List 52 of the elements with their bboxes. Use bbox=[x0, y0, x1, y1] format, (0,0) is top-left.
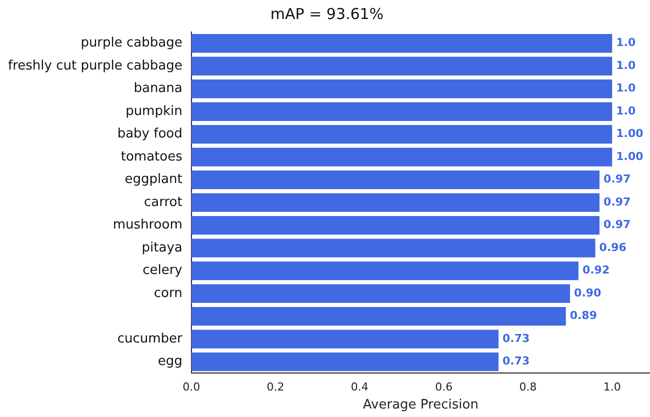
y-tick-label: corn bbox=[154, 286, 182, 301]
y-tick-label: egg bbox=[158, 354, 182, 370]
x-axis-title: Average Precision bbox=[362, 398, 478, 413]
data-label: 1.0 bbox=[616, 104, 636, 118]
bar bbox=[191, 80, 612, 98]
chart-title: mAP = 93.61% bbox=[270, 4, 384, 23]
data-label: 1.00 bbox=[616, 150, 644, 163]
x-tick-label: 0.2 bbox=[266, 380, 284, 394]
data-label: 0.89 bbox=[570, 309, 597, 322]
bar bbox=[191, 170, 600, 190]
y-tick-label: eggplant bbox=[124, 172, 182, 188]
data-label: 1.0 bbox=[616, 82, 636, 95]
data-label: 1.0 bbox=[616, 36, 636, 50]
y-tick-label: pumpkin bbox=[126, 104, 182, 119]
y-tick-label: cucumber bbox=[117, 331, 184, 346]
bar bbox=[191, 307, 566, 326]
bar bbox=[191, 56, 612, 76]
y-tick-label: baby food bbox=[117, 126, 182, 142]
bar bbox=[191, 284, 570, 303]
bar bbox=[191, 125, 612, 144]
bar bbox=[191, 34, 612, 53]
y-tick-label: tomatoes bbox=[120, 149, 183, 164]
y-tick-label: purple cabbage bbox=[80, 36, 182, 51]
y-tick-label: celery bbox=[142, 263, 183, 278]
bar bbox=[191, 148, 612, 166]
data-label: 0.73 bbox=[502, 354, 530, 368]
x-tick-label: 0.8 bbox=[519, 380, 537, 394]
x-tick-label: 0.4 bbox=[350, 380, 368, 394]
data-label: 0.73 bbox=[502, 332, 530, 345]
bar bbox=[191, 238, 596, 258]
x-tick-label: 0.0 bbox=[182, 380, 200, 394]
y-tick-label: banana bbox=[134, 81, 182, 96]
y-tick-label: freshly cut purple cabbage bbox=[8, 58, 182, 74]
bar bbox=[191, 330, 499, 348]
bar bbox=[191, 352, 499, 372]
data-label: 0.97 bbox=[604, 218, 631, 232]
data-label: 0.97 bbox=[604, 195, 631, 208]
data-label: 0.90 bbox=[574, 286, 602, 300]
bar bbox=[191, 102, 612, 121]
y-tick-label: mushroom bbox=[112, 218, 182, 233]
data-label: 1.00 bbox=[616, 127, 644, 140]
y-tick-label: carrot bbox=[144, 194, 182, 210]
x-tick-label: 1.0 bbox=[603, 380, 621, 394]
bar bbox=[191, 262, 578, 280]
y-tick-label: pitaya bbox=[142, 240, 182, 256]
data-label: 0.92 bbox=[582, 264, 610, 277]
data-label: 1.0 bbox=[616, 58, 636, 72]
bar bbox=[191, 193, 600, 212]
bar bbox=[191, 216, 600, 235]
x-tick-label: 0.6 bbox=[435, 380, 453, 394]
data-label: 0.97 bbox=[604, 172, 631, 186]
data-label: 0.96 bbox=[599, 240, 627, 254]
